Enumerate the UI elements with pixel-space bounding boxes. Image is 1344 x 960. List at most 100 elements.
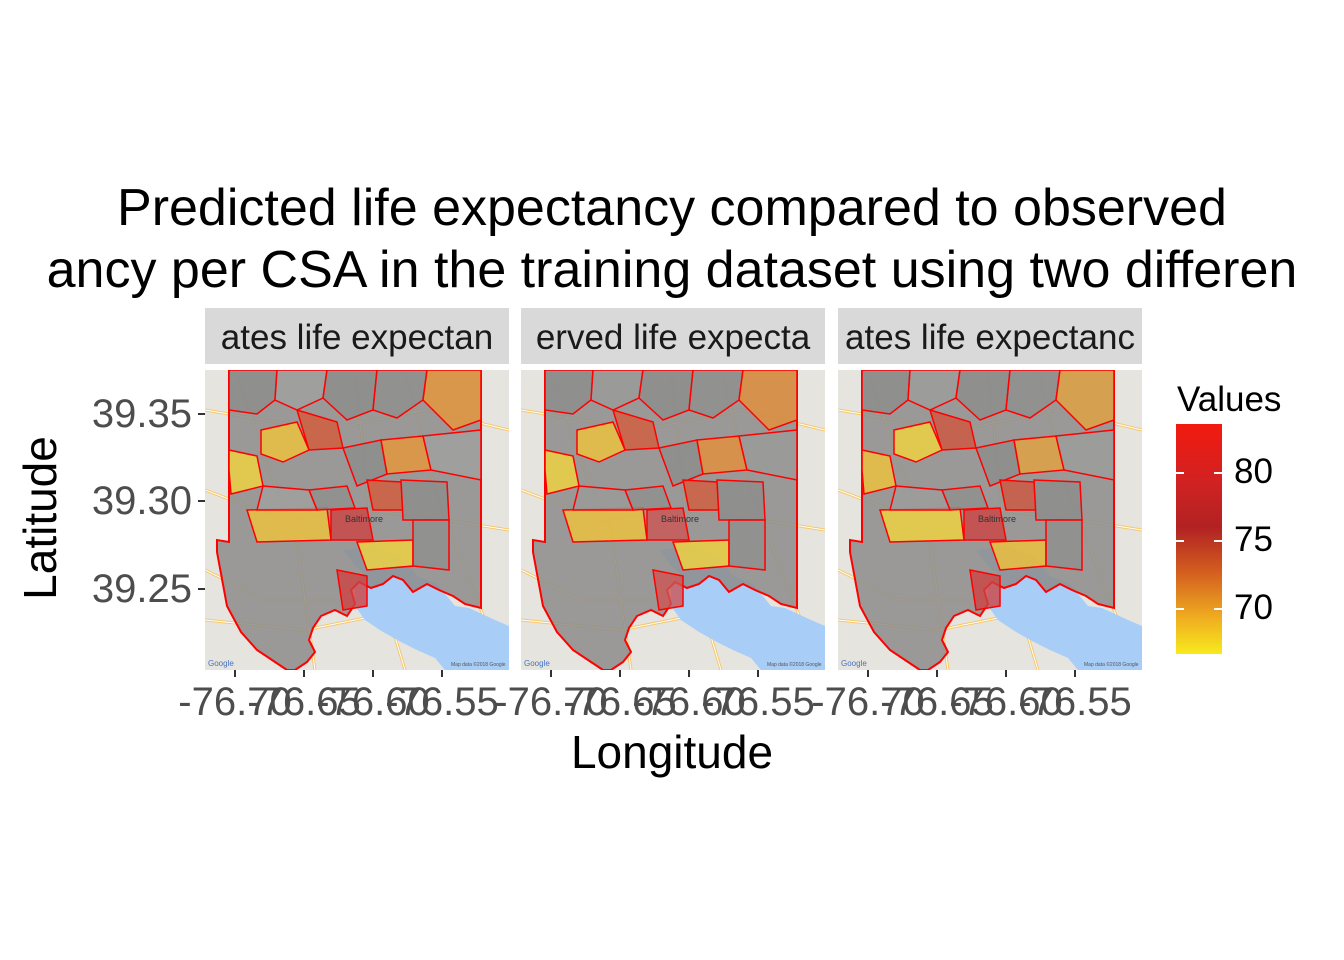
x-tick [619, 670, 621, 677]
csa-region[interactable] [260, 421, 310, 463]
map-panel-2[interactable]: Baltimore Google Map data ©2018 Google [521, 370, 825, 670]
csa-layer [532, 370, 798, 670]
x-tick [936, 670, 938, 677]
csa-region[interactable] [963, 507, 1007, 541]
csa-region[interactable] [590, 370, 644, 411]
y-tick-label: 39.35 [91, 392, 192, 436]
csa-region[interactable] [638, 370, 694, 421]
csa-region[interactable] [544, 449, 580, 495]
csa-region[interactable] [955, 370, 1011, 421]
google-attribution: Google [524, 659, 550, 668]
x-tick-label: -76.60 [632, 680, 746, 724]
csa-region[interactable] [274, 370, 328, 411]
csa-region[interactable] [256, 485, 319, 511]
csa-region[interactable] [372, 370, 428, 419]
y-axis-title: Latitude [14, 436, 66, 600]
csa-region[interactable] [422, 429, 482, 481]
csa-region[interactable] [988, 539, 1047, 571]
legend-tick [1176, 540, 1184, 542]
csa-region[interactable] [878, 507, 965, 543]
csa-region[interactable] [889, 485, 952, 511]
csa-region[interactable] [907, 370, 961, 411]
csa-region[interactable] [696, 435, 748, 475]
x-tick-label: -76.65 [247, 680, 361, 724]
csa-region[interactable] [969, 569, 1001, 611]
city-label: Baltimore [345, 514, 383, 524]
x-tick-label: -76.70 [811, 680, 925, 724]
google-attribution: Google [208, 659, 234, 668]
x-tick [1005, 670, 1007, 677]
csa-region[interactable] [330, 507, 374, 541]
csa-region[interactable] [682, 479, 720, 511]
csa-region[interactable] [688, 370, 744, 419]
legend-tick [1214, 608, 1222, 610]
title-line-1: Predicted life expectancy compared to ob… [117, 180, 1227, 237]
x-tick-label: -76.55 [1018, 680, 1132, 724]
csa-region[interactable] [893, 421, 943, 463]
csa-region[interactable] [1033, 479, 1083, 521]
legend-title: Values [1177, 380, 1282, 419]
x-tick [867, 670, 869, 677]
y-tick-label: 39.25 [91, 567, 192, 611]
x-tick-label: -76.60 [949, 680, 1063, 724]
csa-region[interactable] [1005, 370, 1061, 419]
csa-region[interactable] [646, 507, 690, 541]
title-line-2: ancy per CSA in the training dataset usi… [46, 241, 1298, 299]
csa-region[interactable] [228, 449, 264, 495]
csa-region[interactable] [366, 479, 404, 511]
y-tick [198, 588, 205, 590]
x-tick [234, 670, 236, 677]
csa-region[interactable] [861, 370, 911, 415]
y-tick-label: 39.30 [91, 479, 192, 523]
csa-region[interactable] [652, 569, 684, 611]
x-tick [372, 670, 374, 677]
legend-tick [1214, 472, 1222, 474]
csa-region[interactable] [245, 507, 332, 543]
x-tick-label: -76.55 [385, 680, 499, 724]
csa-region[interactable] [422, 370, 482, 431]
x-tick-label: -76.65 [563, 680, 677, 724]
facet-2: erved life expecta Baltimore Google Map da… [521, 308, 825, 670]
x-tick [1074, 670, 1076, 677]
csa-region[interactable] [322, 370, 378, 421]
basemap: Baltimore Google Map data ©2018 Google [838, 370, 1142, 670]
csa-region[interactable] [336, 569, 368, 611]
csa-region[interactable] [355, 539, 414, 571]
csa-region[interactable] [738, 429, 798, 481]
csa-region[interactable] [544, 370, 594, 415]
csa-region[interactable] [671, 539, 730, 571]
csa-region[interactable] [400, 479, 450, 521]
csa-region[interactable] [1055, 370, 1115, 431]
legend-tick [1214, 540, 1222, 542]
csa-region[interactable] [1045, 519, 1083, 571]
map-panel-3[interactable]: Baltimore Google Map data ©2018 Google [838, 370, 1142, 670]
x-tick [303, 670, 305, 677]
csa-region[interactable] [738, 370, 798, 431]
facet-strip-label: erved life expecta [535, 318, 811, 357]
city-label: Baltimore [661, 514, 699, 524]
csa-region[interactable] [412, 519, 450, 571]
csa-region[interactable] [228, 370, 278, 415]
csa-region[interactable] [999, 479, 1037, 511]
basemap: Baltimore Google Map data ©2018 Google [205, 370, 509, 670]
legend-tick-label: 75 [1234, 520, 1273, 559]
csa-region[interactable] [716, 479, 766, 521]
csa-region[interactable] [861, 449, 897, 495]
legend-tick [1176, 608, 1184, 610]
x-tick [688, 670, 690, 677]
map-copyright: Map data ©2018 Google [451, 661, 506, 668]
csa-region[interactable] [572, 485, 635, 511]
csa-region[interactable] [1055, 429, 1115, 481]
csa-region[interactable] [561, 507, 648, 543]
x-tick-label: -76.60 [316, 680, 430, 724]
legend-colorbar [1176, 424, 1222, 654]
csa-region[interactable] [576, 421, 626, 463]
legend-tick-label: 70 [1234, 588, 1273, 627]
x-tick-label: -76.55 [701, 680, 815, 724]
csa-region[interactable] [1013, 435, 1065, 475]
map-copyright: Map data ©2018 Google [767, 661, 822, 668]
csa-region[interactable] [728, 519, 766, 571]
map-panel-1[interactable]: Baltimore Google Map data ©2018 Google [205, 370, 509, 670]
csa-layer [849, 370, 1115, 670]
csa-region[interactable] [380, 435, 432, 475]
